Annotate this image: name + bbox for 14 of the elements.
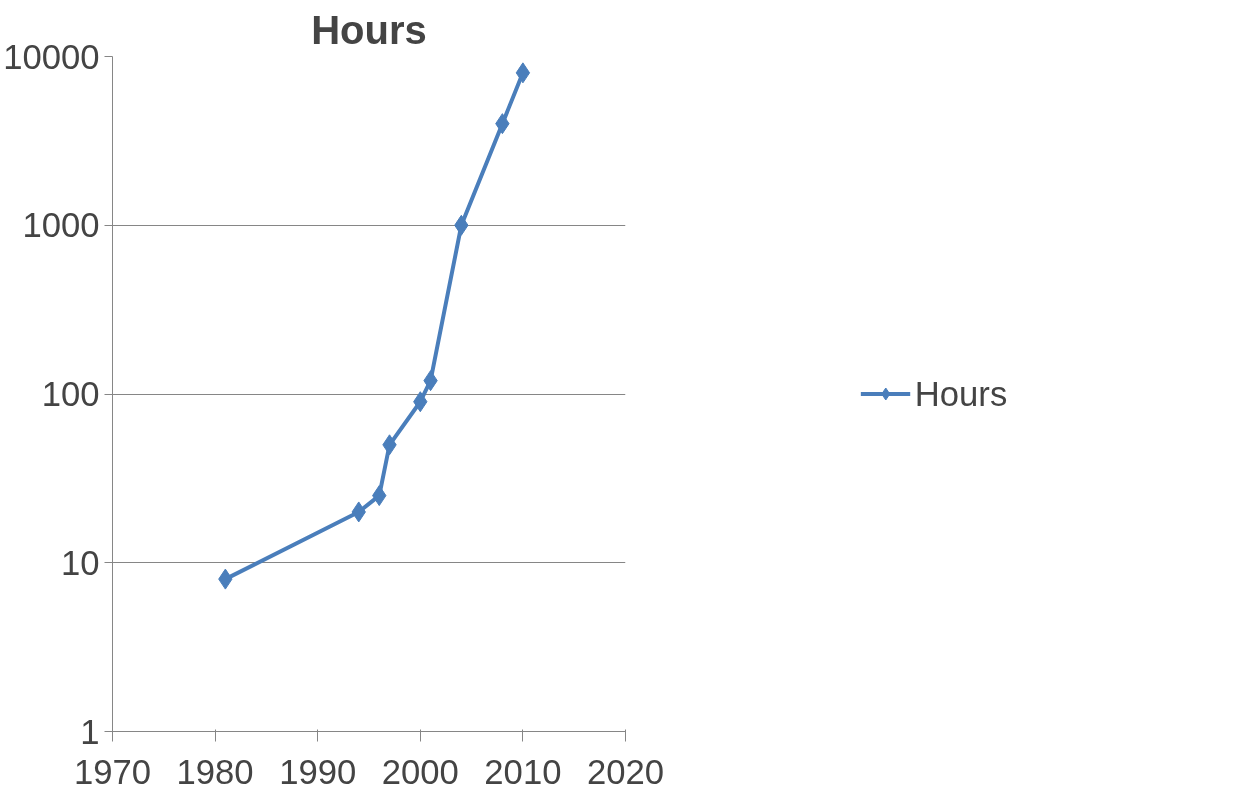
x-tick-label: 2020	[586, 752, 665, 786]
point	[515, 62, 531, 84]
y-tick-label: 10	[60, 543, 100, 582]
x-tick-label: 1980	[176, 752, 254, 786]
y-tick-label: 1000	[22, 206, 100, 245]
x-tick-label: 2010	[484, 752, 562, 786]
y-tick-label: 100	[41, 375, 100, 413]
x-tick-label: 2000	[381, 752, 459, 786]
chart-title: Hours	[311, 7, 427, 52]
y-tick-label: 10000	[3, 37, 100, 76]
y-tick-label: 1	[80, 712, 100, 751]
x-tick-label: 1970	[73, 752, 152, 786]
x-tick-label: 1990	[279, 752, 357, 786]
legend-label: Hours	[914, 374, 1008, 413]
